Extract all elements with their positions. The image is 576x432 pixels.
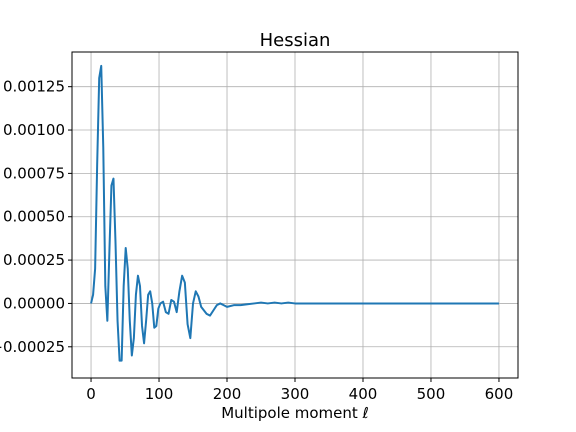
- series-line-0: [90, 64, 499, 362]
- y-tick-label-0: −0.00025: [0, 338, 65, 356]
- chart-title: Hessian: [260, 30, 331, 51]
- y-tick-label-1: 0.00000: [3, 294, 65, 312]
- y-tick-label-2: 0.00025: [3, 251, 65, 269]
- ticks: 0 100 200 300 400 500 600 −0.00025 0.00000 0.0002…: [0, 78, 513, 403]
- y-tick-label-4: 0.00075: [3, 164, 65, 182]
- series-layer: [90, 64, 499, 362]
- x-axis-title: Multipole moment ℓ: [221, 404, 369, 422]
- y-tick-label-3: 0.00050: [3, 208, 65, 226]
- grid: [72, 52, 518, 378]
- y-tick-label-5: 0.00100: [3, 121, 65, 139]
- x-tick-label-2: 200: [213, 385, 242, 403]
- x-tick-label-0: 0: [86, 385, 96, 403]
- x-tick-label-5: 500: [417, 385, 446, 403]
- x-tick-label-6: 600: [485, 385, 514, 403]
- x-tick-label-4: 400: [349, 385, 378, 403]
- y-tick-label-6: 0.00125: [3, 78, 65, 96]
- x-tick-label-1: 100: [145, 385, 174, 403]
- x-tick-label-3: 300: [281, 385, 310, 403]
